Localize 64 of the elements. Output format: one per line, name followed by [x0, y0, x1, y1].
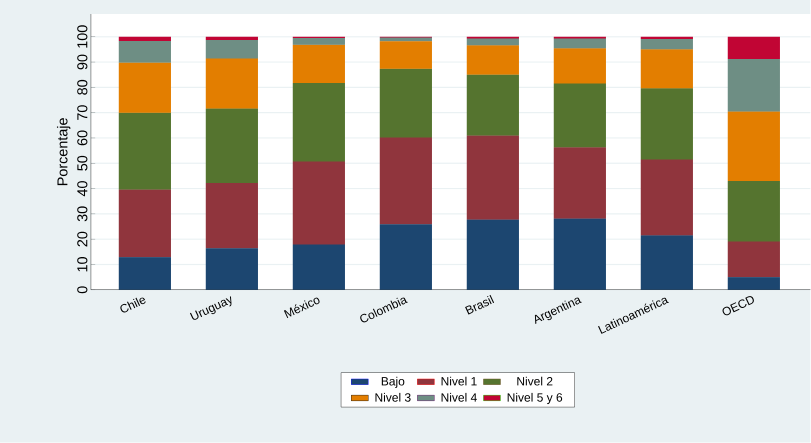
bar	[380, 224, 432, 290]
bar	[292, 83, 345, 162]
bar	[640, 160, 693, 236]
x-tick-label: OECD	[722, 296, 754, 316]
y-tick-label: 10	[77, 257, 88, 272]
y-tick-label: 30	[77, 206, 88, 222]
bar	[728, 36, 780, 60]
y-tick-label: 40	[77, 181, 88, 196]
bar	[206, 248, 258, 290]
x-tick-label: Chile	[120, 298, 146, 313]
bar	[640, 50, 693, 89]
legend-label: Nivel 2	[517, 376, 552, 386]
bar	[206, 36, 258, 40]
bar	[206, 58, 258, 109]
bar	[380, 41, 432, 70]
y-tick-label: 100	[77, 25, 88, 48]
bar	[554, 147, 606, 219]
bar	[292, 45, 345, 84]
bar	[640, 88, 693, 160]
bar	[466, 220, 519, 290]
y-tick-label: 90	[77, 54, 88, 70]
x-tick-label: Brasil	[465, 294, 494, 315]
y-tick-label: 50	[77, 156, 88, 171]
bar	[728, 242, 780, 278]
bar	[466, 38, 519, 46]
bar	[728, 112, 780, 182]
bar	[292, 38, 345, 46]
bar	[118, 113, 171, 190]
y-tick-label: 0	[77, 286, 88, 294]
legend-label: Bajo	[382, 376, 404, 388]
legend-label: Nivel 1	[442, 376, 477, 386]
y-tick-label: 80	[77, 80, 88, 95]
bar	[206, 40, 258, 59]
bar	[554, 48, 606, 84]
bar	[554, 218, 606, 290]
bar	[554, 38, 606, 49]
legend-label: Nivel 5 y 6	[508, 393, 562, 404]
bar	[292, 162, 345, 245]
bar	[118, 257, 171, 290]
bar	[728, 181, 780, 242]
bar	[380, 138, 432, 224]
bar	[554, 84, 606, 148]
bar	[118, 36, 171, 42]
bar	[292, 244, 345, 290]
bar	[728, 277, 780, 290]
bar	[118, 41, 171, 63]
bar	[206, 108, 258, 184]
bar	[206, 183, 258, 248]
bar	[466, 74, 519, 136]
bar	[118, 62, 171, 114]
y-tick-label: 20	[77, 232, 88, 247]
bar	[466, 136, 519, 220]
bar	[728, 59, 780, 112]
y-tick-label: 60	[77, 130, 88, 146]
legend-label: Nivel 4	[442, 393, 477, 402]
legend-label: Nivel 3	[375, 393, 411, 402]
bar	[380, 38, 432, 42]
bar	[640, 39, 693, 50]
bar	[118, 190, 171, 258]
bar	[640, 236, 693, 290]
y-tick-label: 70	[77, 105, 88, 120]
bar	[380, 69, 432, 138]
y-axis-title: Porcentaje	[56, 118, 70, 186]
bar	[466, 46, 519, 75]
